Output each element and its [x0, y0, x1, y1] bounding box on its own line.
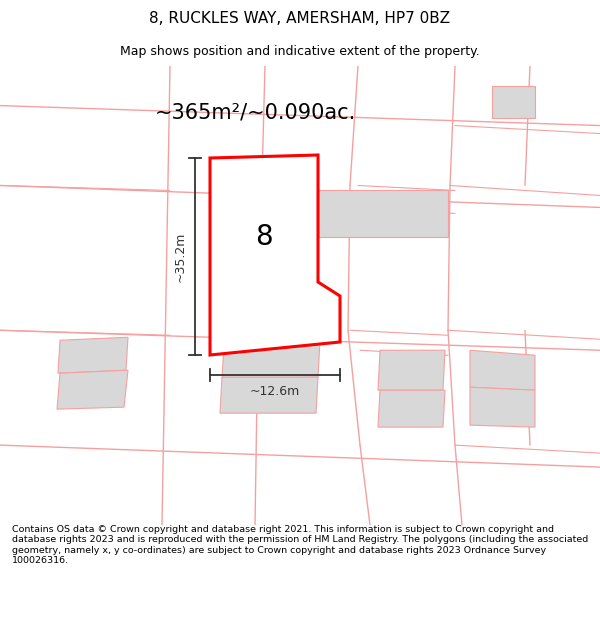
Polygon shape [57, 370, 128, 409]
Text: ~35.2m: ~35.2m [174, 231, 187, 282]
Polygon shape [470, 350, 535, 390]
Polygon shape [378, 350, 445, 390]
Polygon shape [378, 390, 445, 427]
Text: ~12.6m: ~12.6m [250, 385, 300, 398]
Polygon shape [470, 387, 535, 427]
Polygon shape [58, 338, 128, 373]
Polygon shape [210, 155, 340, 355]
Text: Contains OS data © Crown copyright and database right 2021. This information is : Contains OS data © Crown copyright and d… [12, 525, 588, 565]
Text: ~365m²/~0.090ac.: ~365m²/~0.090ac. [155, 102, 356, 122]
Polygon shape [222, 340, 320, 379]
Polygon shape [220, 378, 318, 413]
Polygon shape [492, 86, 535, 118]
Text: Map shows position and indicative extent of the property.: Map shows position and indicative extent… [120, 45, 480, 58]
Text: 8: 8 [255, 222, 273, 251]
Polygon shape [265, 191, 448, 238]
Text: 8, RUCKLES WAY, AMERSHAM, HP7 0BZ: 8, RUCKLES WAY, AMERSHAM, HP7 0BZ [149, 11, 451, 26]
